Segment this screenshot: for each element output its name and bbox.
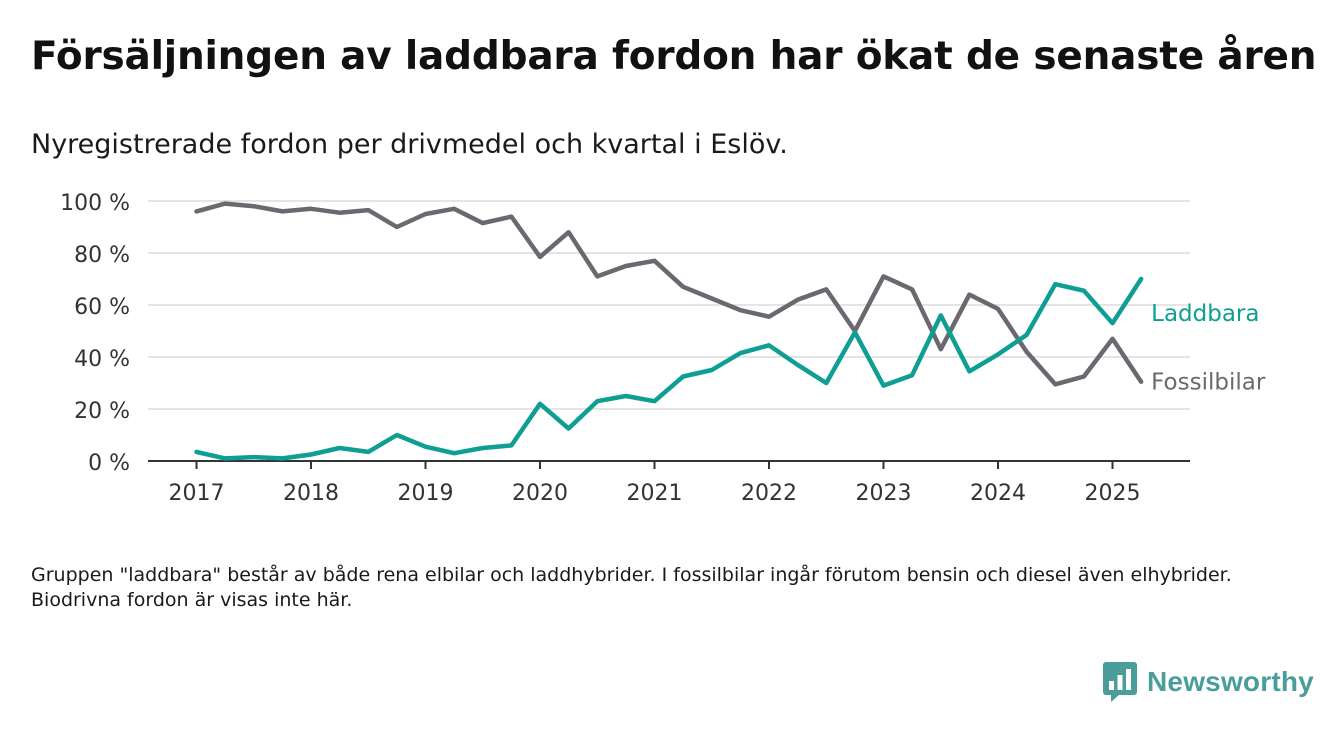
y-tick-label: 0 % [88,451,130,476]
y-tick-label: 60 % [74,295,130,320]
line-chart: 0 % 20 % 40 % 60 % 80 % 100 % 2017 2018 2019 202… [60,191,1266,506]
x-tick-label: 2019 [398,481,454,506]
y-tick-label: 20 % [74,399,130,424]
footnote: Gruppen "laddbara" består av både rena e… [31,564,1232,611]
x-tick-label: 2020 [512,481,568,506]
newsworthy-icon [1103,662,1137,702]
grid-lines [148,200,1190,410]
x-tick-label: 2022 [741,481,797,506]
series-line-fossilbilar [194,201,1144,387]
x-tick-label: 2025 [1085,481,1141,506]
chart-title: Försäljningen av laddbara fordon har öka… [31,34,1317,79]
series-lines [194,201,1144,461]
newsworthy-logo[interactable]: Newsworthy [1103,662,1314,702]
y-tick-label: 100 % [60,191,130,216]
x-tick-label: 2021 [627,481,683,506]
series-label-laddbara: Laddbara [1151,301,1259,327]
x-tick-label: 2023 [856,481,912,506]
x-tick-label: 2024 [970,481,1026,506]
series-label-fossilbilar: Fossilbilar [1151,370,1266,396]
x-axis: 2017 2018 2019 2020 2021 2022 2023 2024 2025 [148,460,1190,506]
series-labels: Laddbara Fossilbilar [1151,301,1266,396]
x-tick-label: 2018 [283,481,339,506]
chart-subtitle: Nyregistrerade fordon per drivmedel och … [31,129,788,160]
y-tick-label: 80 % [74,243,130,268]
x-tick-label: 2017 [169,481,225,506]
y-axis: 0 % 20 % 40 % 60 % 80 % 100 % [60,191,130,476]
brand-name: Newsworthy [1147,666,1314,697]
y-tick-label: 40 % [74,347,130,372]
series-line-laddbara [194,276,1144,461]
